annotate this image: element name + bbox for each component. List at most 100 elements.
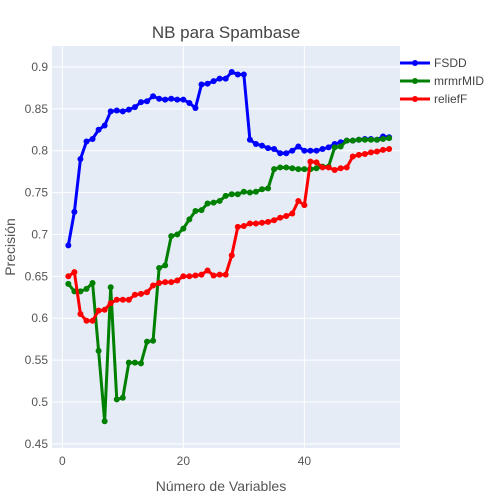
data-point [380, 135, 387, 142]
y-tick-label: 0.75 [25, 186, 49, 200]
data-point [313, 147, 320, 154]
data-point [295, 197, 302, 204]
data-point [131, 104, 138, 111]
data-point [259, 142, 266, 149]
data-point [337, 165, 344, 172]
data-point [252, 140, 259, 147]
data-point [246, 189, 253, 196]
data-point [131, 291, 138, 298]
data-point [289, 147, 296, 154]
data-point [240, 223, 247, 230]
data-point [252, 220, 259, 227]
data-point [240, 71, 247, 78]
data-point [246, 136, 253, 143]
data-point [180, 225, 187, 232]
data-point [113, 396, 120, 403]
data-point [277, 214, 284, 221]
data-point [192, 272, 199, 279]
data-point [89, 135, 96, 142]
data-point [204, 267, 211, 274]
data-point [289, 210, 296, 217]
data-point [156, 264, 163, 271]
data-point [156, 95, 163, 102]
data-point [144, 289, 151, 296]
data-point [361, 136, 368, 143]
data-point [204, 200, 211, 207]
data-point [77, 288, 84, 295]
data-point [234, 191, 241, 198]
data-point [349, 153, 356, 160]
data-point [313, 159, 320, 166]
data-point [101, 418, 108, 425]
data-point [234, 71, 241, 78]
data-point [240, 188, 247, 195]
chart-title: NB para Spambase [152, 23, 300, 42]
data-point [71, 269, 78, 276]
data-point [144, 338, 151, 345]
data-point [355, 136, 362, 143]
legend-label: FSDD [434, 56, 467, 70]
data-point [77, 311, 84, 317]
plot-area-background [52, 46, 400, 448]
legend-item[interactable]: mrmrMID [400, 74, 484, 88]
y-tick-labels: 0.45 0.5 0.55 0.6 0.65 0.7 0.75 0.8 0.85 0.9 [25, 60, 49, 451]
data-point [204, 80, 211, 87]
legend-item[interactable]: reliefF [400, 92, 467, 106]
y-tick-label: 0.9 [31, 60, 48, 74]
data-point [186, 216, 193, 223]
data-point [119, 296, 126, 303]
data-point [228, 68, 235, 75]
data-point [113, 296, 120, 303]
data-point [180, 96, 187, 103]
data-point [367, 136, 374, 143]
data-point [168, 233, 175, 240]
data-point [319, 164, 326, 171]
data-point [277, 164, 284, 171]
data-point [386, 146, 393, 153]
data-point [343, 164, 350, 171]
data-point [283, 150, 290, 157]
legend-item[interactable]: FSDD [400, 56, 467, 70]
data-point [192, 104, 199, 111]
data-point [119, 108, 126, 115]
legend-label: reliefF [434, 92, 467, 106]
data-point [162, 279, 169, 286]
x-axis-title: Número de Variables [156, 478, 286, 494]
data-point [174, 277, 181, 284]
data-point [180, 273, 187, 280]
data-point [113, 107, 120, 114]
series-reliefF [65, 146, 393, 324]
data-point [144, 98, 151, 105]
data-point [259, 186, 266, 193]
data-point [289, 165, 296, 172]
data-point [216, 197, 223, 204]
data-point [361, 151, 368, 158]
data-point [89, 280, 96, 287]
y-tick-label: 0.5 [31, 395, 48, 409]
data-point [83, 317, 90, 324]
data-point [107, 108, 114, 115]
data-point [186, 99, 193, 106]
data-point [65, 273, 72, 280]
data-point [137, 290, 144, 297]
data-point [380, 146, 387, 153]
y-axis-title: Precisión [2, 218, 18, 276]
data-point [331, 166, 338, 173]
data-point [198, 207, 205, 214]
data-point [374, 148, 380, 155]
data-point [386, 135, 393, 142]
y-tick-label: 0.7 [31, 227, 48, 241]
data-point [222, 271, 229, 278]
x-tick-label: 20 [177, 454, 191, 468]
data-point [95, 126, 102, 133]
data-point [95, 307, 102, 314]
y-tick-label: 0.8 [31, 144, 48, 158]
data-point [150, 282, 157, 289]
legend[interactable]: FSDD mrmrMID reliefF [400, 56, 484, 106]
data-point [228, 252, 235, 259]
data-point [107, 300, 114, 307]
data-point [77, 156, 84, 163]
data-point [374, 136, 380, 143]
x-tick-label: 40 [298, 454, 312, 468]
